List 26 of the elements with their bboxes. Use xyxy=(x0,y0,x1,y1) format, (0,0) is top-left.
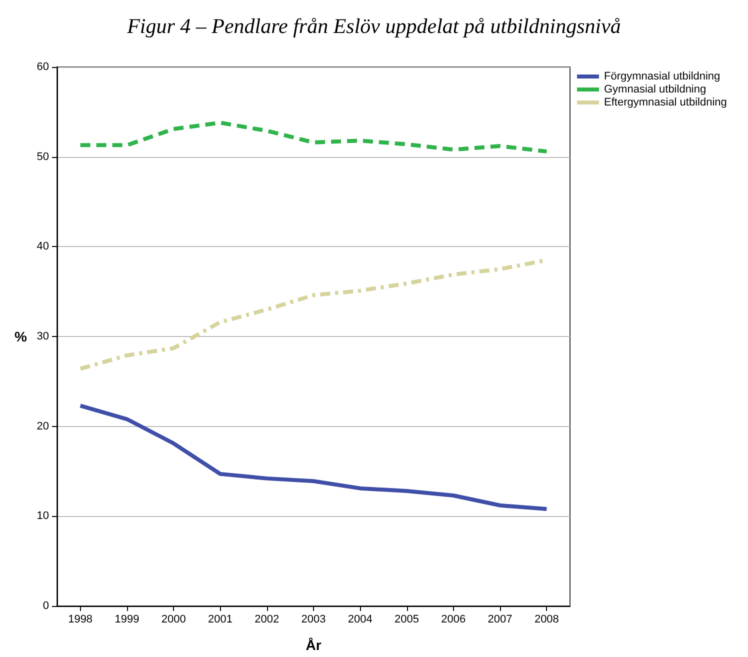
legend-label: Eftergymnasial utbildning xyxy=(604,96,727,108)
line-series xyxy=(78,404,549,511)
y-tick-label: 30 xyxy=(36,330,49,342)
x-tick-label: 2005 xyxy=(394,614,420,626)
legend-label: Gymnasial utbildning xyxy=(604,84,706,96)
line-series xyxy=(78,120,549,154)
x-tick-label: 2006 xyxy=(441,614,466,626)
y-tick-label: 20 xyxy=(36,420,49,432)
y-tick-label: 50 xyxy=(36,150,49,163)
x-tick-label: 1999 xyxy=(114,614,140,626)
y-axis-title: % xyxy=(14,328,28,344)
y-tick-label: 60 xyxy=(36,61,49,73)
x-tick-label: 1998 xyxy=(68,614,93,626)
x-tick-label: 2007 xyxy=(488,614,512,626)
x-tick-label: 2002 xyxy=(254,614,280,626)
x-tick-label: 2008 xyxy=(534,614,559,626)
x-tick-label: 2004 xyxy=(348,614,372,626)
y-tick-label: 0 xyxy=(42,600,49,612)
x-axis-title: År xyxy=(306,637,322,653)
x-tick-label: 2001 xyxy=(208,614,232,626)
y-tick-label: 10 xyxy=(36,510,49,522)
y-tick-label: 40 xyxy=(36,240,49,253)
x-tick-label: 2000 xyxy=(161,614,186,626)
chart-title: Figur 4 – Pendlare från Eslöv uppdelat på utbildningsnivå xyxy=(126,14,622,39)
x-tick-label: 2003 xyxy=(301,614,326,626)
legend-label: Förgymnasial utbildning xyxy=(604,70,720,82)
